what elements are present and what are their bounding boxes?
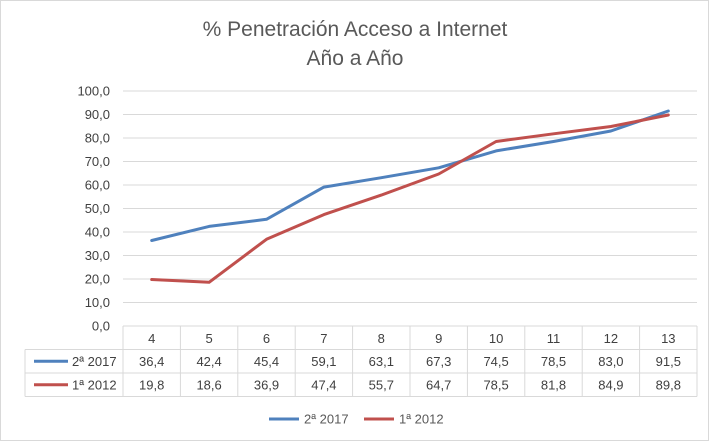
- series-line: [150, 113, 670, 284]
- table-value-cell: 78,5: [541, 354, 566, 369]
- table-value-cell: 63,1: [369, 354, 394, 369]
- table-value-cell: 91,5: [656, 354, 681, 369]
- table-value-cell: 19,8: [139, 377, 164, 392]
- x-category-label: 8: [378, 331, 385, 346]
- legend-label: 2ª 2017: [304, 412, 349, 427]
- legend-label: 1ª 2012: [399, 412, 444, 427]
- table-value-cell: 84,9: [598, 377, 623, 392]
- x-category-label: 10: [489, 331, 503, 346]
- legend: 2ª 2017 1ª 2012: [269, 412, 444, 427]
- table-value-cell: 64,7: [426, 377, 451, 392]
- table-value-cell: 81,8: [541, 377, 566, 392]
- series-lines: [150, 109, 670, 284]
- table-value-cell: 55,7: [369, 377, 394, 392]
- table-value-cell: 67,3: [426, 354, 451, 369]
- table-value-cell: 18,6: [196, 377, 221, 392]
- x-category-label: 4: [148, 331, 155, 346]
- y-tick-label: 10,0: [85, 295, 110, 310]
- y-tick-label: 20,0: [85, 272, 110, 287]
- table-value-cell: 74,5: [483, 354, 508, 369]
- table-series-name: 2ª 2017: [72, 354, 117, 369]
- table-value-cell: 78,5: [483, 377, 508, 392]
- table-series-name: 1ª 2012: [72, 377, 117, 392]
- y-tick-label: 50,0: [85, 201, 110, 216]
- x-category-label: 7: [320, 331, 327, 346]
- y-tick-label: 90,0: [85, 107, 110, 122]
- y-tick-label: 60,0: [85, 178, 110, 193]
- gridlines: [123, 90, 697, 327]
- chart-title-line-2: Año a Año: [307, 47, 404, 70]
- table-value-cell: 59,1: [311, 354, 336, 369]
- x-category-label: 11: [547, 331, 561, 346]
- x-category-label: 12: [604, 331, 618, 346]
- table-value-cell: 45,4: [254, 354, 279, 369]
- y-tick-label: 30,0: [85, 248, 110, 263]
- table-value-cell: 47,4: [311, 377, 336, 392]
- x-category-label: 9: [435, 331, 442, 346]
- data-table: 4 5 6 7 8 9 10 11 12 13 2ª 2017 36,4 42,4 45,4 59,1 63,…: [24, 326, 698, 397]
- table-value-cell: 42,4: [196, 354, 221, 369]
- x-category-label: 6: [263, 331, 270, 346]
- table-value-cell: 83,0: [598, 354, 623, 369]
- y-tick-label: 40,0: [85, 225, 110, 240]
- table-value-cell: 36,4: [139, 354, 164, 369]
- chart-title-line-1: % Penetración Acceso a Internet: [203, 18, 508, 41]
- y-tick-label: 70,0: [85, 154, 110, 169]
- y-tick-label: 0,0: [92, 319, 110, 334]
- x-category-label: 5: [205, 331, 212, 346]
- x-category-label: 13: [661, 331, 675, 346]
- y-axis-tick-labels: 0,0 10,0 20,0 30,0 40,0 50,0 60,0 70,0 80,0 90,0 1…: [77, 84, 110, 334]
- series-line: [150, 109, 670, 242]
- table-value-cell: 89,8: [656, 377, 681, 392]
- y-tick-label: 80,0: [85, 131, 110, 146]
- table-value-cell: 36,9: [254, 377, 279, 392]
- y-tick-label: 100,0: [77, 84, 110, 99]
